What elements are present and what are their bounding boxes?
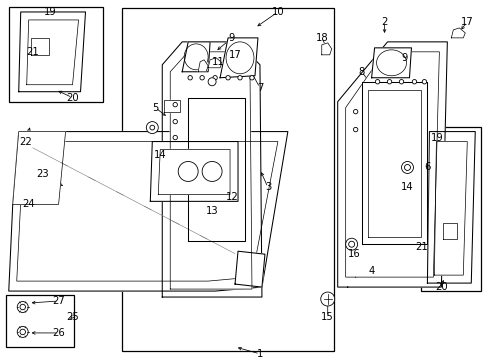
Text: 12: 12 — [225, 192, 238, 202]
Polygon shape — [450, 28, 465, 38]
Circle shape — [249, 76, 254, 80]
Circle shape — [178, 162, 198, 181]
Text: 13: 13 — [205, 206, 218, 216]
Text: 11: 11 — [211, 57, 224, 67]
Circle shape — [345, 238, 357, 250]
Text: 27: 27 — [52, 296, 65, 306]
Circle shape — [353, 109, 357, 114]
Polygon shape — [427, 131, 474, 283]
Text: 2: 2 — [381, 17, 387, 27]
Polygon shape — [170, 52, 251, 289]
Circle shape — [150, 125, 154, 130]
Bar — [6, 295, 73, 347]
Text: 1: 1 — [256, 349, 263, 359]
Text: 26: 26 — [52, 328, 65, 338]
Circle shape — [202, 162, 222, 181]
Text: 7: 7 — [256, 83, 263, 93]
Bar — [421, 127, 480, 291]
Text: 23: 23 — [36, 170, 49, 179]
Polygon shape — [162, 42, 262, 297]
Polygon shape — [158, 149, 229, 194]
Polygon shape — [345, 52, 439, 277]
Text: 15: 15 — [321, 312, 333, 322]
Polygon shape — [321, 43, 331, 55]
Text: 14: 14 — [154, 149, 166, 159]
Polygon shape — [337, 42, 447, 287]
Text: 19: 19 — [44, 7, 57, 17]
Text: 25: 25 — [66, 312, 79, 322]
Text: 9: 9 — [228, 33, 235, 43]
Polygon shape — [164, 100, 180, 112]
Text: 22: 22 — [20, 136, 32, 147]
Polygon shape — [182, 42, 210, 72]
Text: 14: 14 — [400, 183, 413, 192]
Text: 3: 3 — [264, 183, 270, 192]
Circle shape — [401, 162, 413, 174]
Polygon shape — [19, 12, 85, 92]
Text: 20: 20 — [66, 93, 79, 103]
Circle shape — [225, 76, 230, 80]
Circle shape — [399, 80, 403, 84]
Text: 6: 6 — [424, 162, 430, 172]
Circle shape — [212, 76, 217, 80]
Circle shape — [421, 80, 426, 84]
Text: 10: 10 — [271, 7, 284, 17]
Circle shape — [411, 80, 416, 84]
Polygon shape — [27, 20, 79, 85]
Text: 17: 17 — [460, 17, 473, 27]
Text: 8: 8 — [358, 67, 364, 77]
Circle shape — [320, 292, 334, 306]
Polygon shape — [9, 131, 287, 291]
Circle shape — [173, 120, 177, 124]
Text: 4: 4 — [368, 266, 374, 276]
Text: 24: 24 — [22, 199, 35, 210]
Text: 20: 20 — [434, 282, 447, 292]
Bar — [9, 7, 103, 102]
Polygon shape — [361, 82, 427, 244]
Circle shape — [173, 135, 177, 140]
Polygon shape — [13, 131, 65, 204]
Text: 17: 17 — [228, 50, 241, 60]
Circle shape — [237, 76, 242, 80]
Polygon shape — [17, 141, 277, 281]
Polygon shape — [188, 98, 244, 241]
Polygon shape — [31, 38, 48, 55]
Polygon shape — [367, 90, 421, 237]
Circle shape — [208, 78, 216, 86]
Text: 16: 16 — [347, 249, 360, 259]
Text: 9: 9 — [401, 53, 407, 63]
Text: 5: 5 — [152, 103, 158, 113]
Polygon shape — [433, 141, 467, 275]
Circle shape — [187, 76, 192, 80]
Text: 18: 18 — [315, 33, 327, 43]
Circle shape — [353, 127, 357, 132]
Text: 21: 21 — [26, 47, 39, 57]
Circle shape — [173, 103, 177, 107]
Circle shape — [375, 80, 379, 84]
Circle shape — [200, 76, 204, 80]
Polygon shape — [150, 141, 238, 201]
Polygon shape — [220, 38, 258, 78]
Polygon shape — [371, 48, 410, 78]
Circle shape — [146, 122, 158, 134]
Circle shape — [386, 80, 391, 84]
Polygon shape — [443, 223, 456, 239]
Text: 19: 19 — [430, 132, 443, 143]
Polygon shape — [208, 58, 222, 68]
Text: 21: 21 — [414, 242, 427, 252]
Bar — [122, 8, 333, 351]
Circle shape — [17, 327, 28, 337]
Polygon shape — [198, 60, 208, 72]
Circle shape — [17, 302, 28, 312]
Polygon shape — [235, 251, 264, 287]
